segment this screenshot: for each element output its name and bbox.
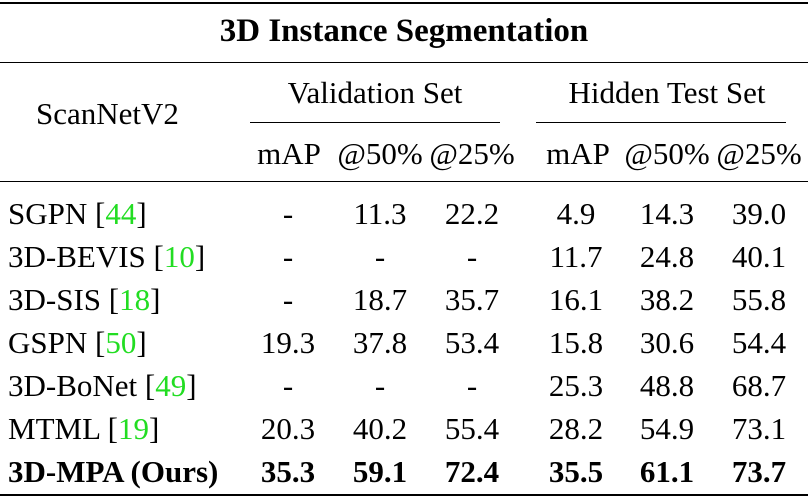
method-name: 3D-SIS [18]	[8, 282, 161, 317]
method-name: 3D-MPA (Ours)	[8, 456, 218, 487]
table-cell: -	[374, 239, 386, 274]
table-cell: 24.8	[639, 239, 695, 274]
metric-header: @50%	[624, 136, 710, 171]
metric-header: mAP	[257, 136, 321, 171]
table-cell: 35.3	[260, 454, 316, 489]
table-cell: 59.1	[352, 454, 408, 489]
table-cell: 48.8	[639, 368, 695, 403]
metric-header: @25%	[716, 136, 802, 171]
method-name: GSPN [50]	[8, 325, 147, 360]
method-label: 3D-SIS	[8, 282, 102, 317]
table-cell: -	[282, 239, 294, 274]
table-cell: 22.2	[444, 196, 500, 231]
table-cell: -	[282, 368, 294, 403]
title-rule	[0, 62, 808, 63]
group-header-test: Hidden Test Set	[568, 75, 766, 110]
table-cell: 4.9	[556, 196, 596, 231]
method-name: SGPN [44]	[8, 196, 147, 231]
table-cell: 38.2	[639, 282, 695, 317]
table-cell: 16.1	[548, 282, 604, 317]
table-cell: 53.4	[444, 325, 500, 360]
table-cell: 11.7	[549, 239, 603, 274]
table-cell: 40.1	[731, 239, 787, 274]
table-cell: 18.7	[352, 282, 408, 317]
table-cell: 25.3	[548, 368, 604, 403]
table-cell: 20.3	[260, 411, 316, 446]
table-cell: -	[466, 239, 478, 274]
group-header-validation: Validation Set	[287, 75, 463, 110]
table-cell: -	[282, 196, 294, 231]
method-name: MTML [19]	[8, 411, 160, 446]
table-cell: 30.6	[639, 325, 695, 360]
table-cell: -	[282, 282, 294, 317]
citation-link[interactable]: 50	[105, 325, 137, 360]
table-title: 3D Instance Segmentation	[219, 13, 589, 49]
method-name: 3D-BEVIS [10]	[8, 239, 206, 274]
table-cell: 73.7	[731, 454, 787, 489]
dataset-label: ScanNetV2	[36, 96, 179, 131]
table-cell: 28.2	[548, 411, 604, 446]
header-rule	[0, 181, 808, 182]
table-cell: 11.3	[353, 196, 407, 231]
table-cell: -	[374, 368, 386, 403]
table-cell: 68.7	[731, 368, 787, 403]
table-cell: 35.7	[444, 282, 500, 317]
table-cell: 54.4	[731, 325, 787, 360]
method-label: 3D-MPA (Ours)	[8, 454, 219, 489]
citation-link[interactable]: 49	[155, 368, 187, 403]
method-name: 3D-BoNet [49]	[8, 368, 197, 403]
metric-header: mAP	[546, 136, 610, 171]
table-cell: 15.8	[548, 325, 604, 360]
method-label: SGPN	[8, 196, 88, 231]
validation-group-rule	[250, 122, 500, 123]
citation-link[interactable]: 18	[119, 282, 151, 317]
table-cell: 37.8	[352, 325, 408, 360]
table-cell: 61.1	[639, 454, 695, 489]
table-cell: 19.3	[260, 325, 316, 360]
bottom-rule	[0, 494, 808, 496]
method-label: 3D-BoNet	[8, 368, 138, 403]
metric-header: @50%	[337, 136, 423, 171]
table-cell: 40.2	[352, 411, 408, 446]
table-cell: 35.5	[548, 454, 604, 489]
method-label: GSPN	[8, 325, 88, 360]
table-cell: 54.9	[639, 411, 695, 446]
top-rule	[0, 2, 808, 4]
method-label: 3D-BEVIS	[8, 239, 146, 274]
citation-link[interactable]: 10	[163, 239, 195, 274]
citation-link[interactable]: 44	[105, 196, 137, 231]
citation-link[interactable]: 19	[117, 411, 149, 446]
table-cell: 55.8	[731, 282, 787, 317]
table-cell: -	[466, 368, 478, 403]
method-label: MTML	[8, 411, 100, 446]
test-group-rule	[536, 122, 786, 123]
metric-header: @25%	[429, 136, 515, 171]
table-cell: 73.1	[731, 411, 787, 446]
table-cell: 14.3	[639, 196, 695, 231]
table-cell: 39.0	[731, 196, 787, 231]
table-cell: 55.4	[444, 411, 500, 446]
table-cell: 72.4	[444, 454, 500, 489]
